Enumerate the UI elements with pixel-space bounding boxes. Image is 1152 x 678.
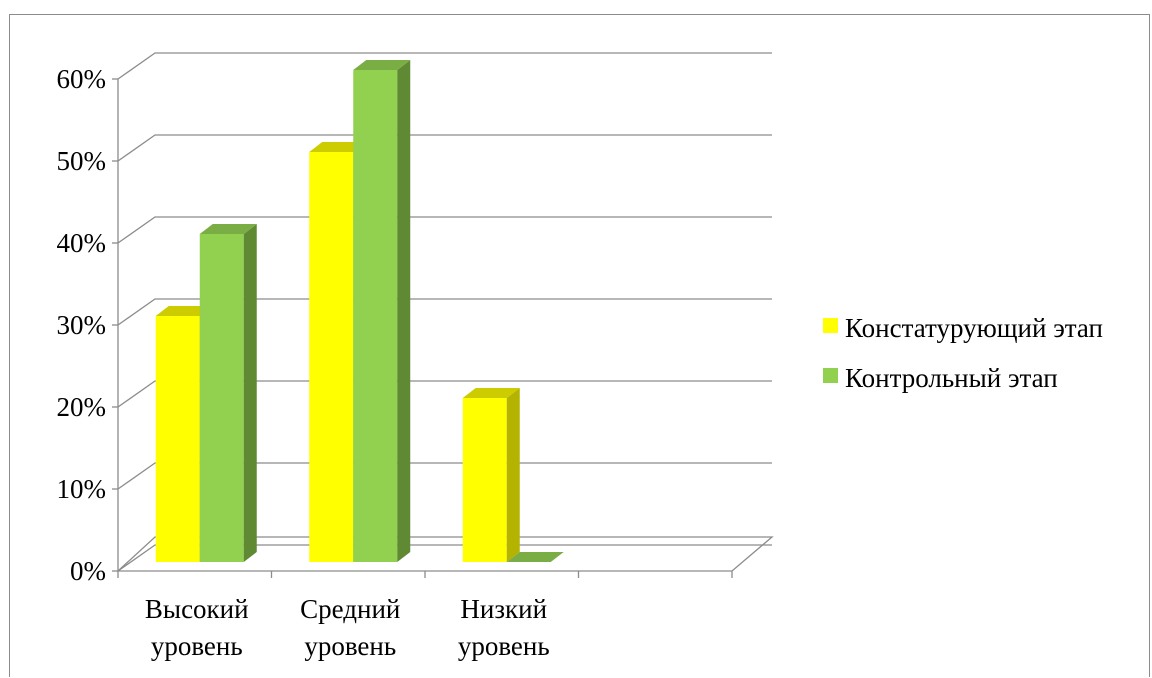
chart-walls <box>116 536 774 572</box>
y-tick-label: 40% <box>57 228 107 258</box>
gridline <box>117 298 772 326</box>
x-category-label: Низкий <box>460 594 547 624</box>
gridline <box>117 462 772 490</box>
y-tick-label: 60% <box>57 64 107 94</box>
legend-swatch <box>823 368 838 383</box>
legend-label: Констатурующий этап <box>845 313 1103 343</box>
bar-face <box>199 234 244 562</box>
y-tick-label: 30% <box>57 310 107 340</box>
bar-top <box>506 552 564 562</box>
bar <box>506 552 564 562</box>
bar-side <box>243 224 257 562</box>
x-category-label: Средний <box>300 594 400 624</box>
x-category-label: уровень <box>304 631 396 661</box>
x-category-label: уровень <box>458 631 550 661</box>
gridlines <box>117 52 772 572</box>
bar-face <box>462 398 507 562</box>
bar <box>353 60 411 562</box>
bar <box>199 224 257 562</box>
gridline <box>117 52 772 80</box>
bars <box>155 60 564 562</box>
bar-face <box>155 316 200 562</box>
x-axis-category-labels: Высокий уровень Средний уровень Низкий уровен… <box>145 594 550 661</box>
bar-top <box>309 142 367 152</box>
chart-frame <box>9 14 1150 677</box>
bar-top <box>353 60 411 70</box>
y-tick-label: 20% <box>57 392 107 422</box>
gridline <box>117 380 772 408</box>
bar-top <box>155 306 213 316</box>
bar-top <box>199 224 257 234</box>
y-tick-label: 50% <box>57 146 107 176</box>
y-tick-label: 10% <box>57 474 107 504</box>
gridline <box>117 544 772 572</box>
axes <box>112 78 733 578</box>
legend: Констатурующий этап Контрольный этап <box>823 313 1103 393</box>
y-axis-tick-labels: 0% 10% 20% 30% 40% 50% 60% <box>57 64 107 586</box>
x-category-label: уровень <box>151 631 243 661</box>
bar-face <box>309 152 354 562</box>
bar <box>462 388 520 562</box>
bar-side <box>397 60 411 562</box>
bar-face <box>353 70 398 562</box>
bar-top <box>462 388 520 398</box>
x-category-label: Высокий <box>145 594 249 624</box>
bar-side <box>506 388 520 562</box>
gridline <box>117 216 772 244</box>
legend-label: Контрольный этап <box>845 363 1058 393</box>
gridline <box>117 134 772 162</box>
chart-floor <box>116 536 774 572</box>
legend-swatch <box>823 318 838 333</box>
y-tick-label: 0% <box>70 556 106 586</box>
